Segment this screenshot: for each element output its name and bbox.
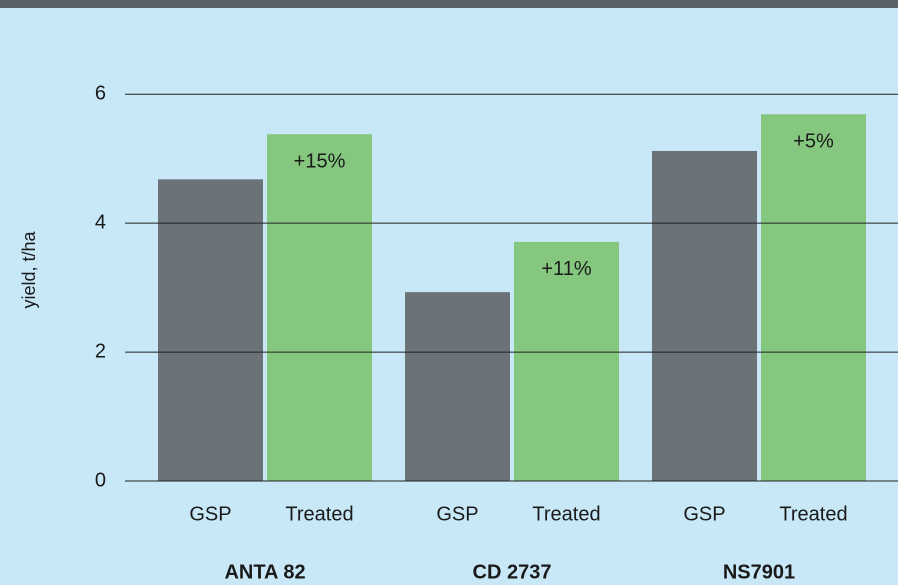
x-tick-label: GSP — [436, 503, 478, 525]
y-tick-label: 0 — [95, 469, 106, 491]
bar — [761, 114, 866, 482]
x-tick-label: Treated — [532, 503, 600, 525]
bar — [267, 134, 372, 481]
bar — [652, 150, 757, 482]
x-tick-label: Treated — [779, 503, 847, 525]
x-tick-label: GSP — [189, 503, 231, 525]
x-tick-label: Treated — [285, 503, 353, 525]
bar — [405, 292, 510, 481]
y-tick-label: 2 — [95, 340, 106, 362]
group-label: CD 2737 — [473, 561, 552, 583]
annotation: +5% — [793, 130, 834, 152]
group-label: NS7901 — [723, 561, 795, 583]
annotation: +11% — [541, 258, 591, 280]
annotation: +15% — [294, 150, 346, 172]
y-axis-label: yield, t/ha — [19, 230, 39, 308]
y-tick-label: 4 — [95, 211, 106, 233]
header-band — [0, 0, 898, 8]
group-label: ANTA 82 — [224, 561, 305, 583]
x-tick-label: GSP — [683, 503, 725, 525]
bar — [514, 241, 619, 481]
y-tick-label: 6 — [95, 83, 106, 105]
bar — [158, 179, 263, 481]
